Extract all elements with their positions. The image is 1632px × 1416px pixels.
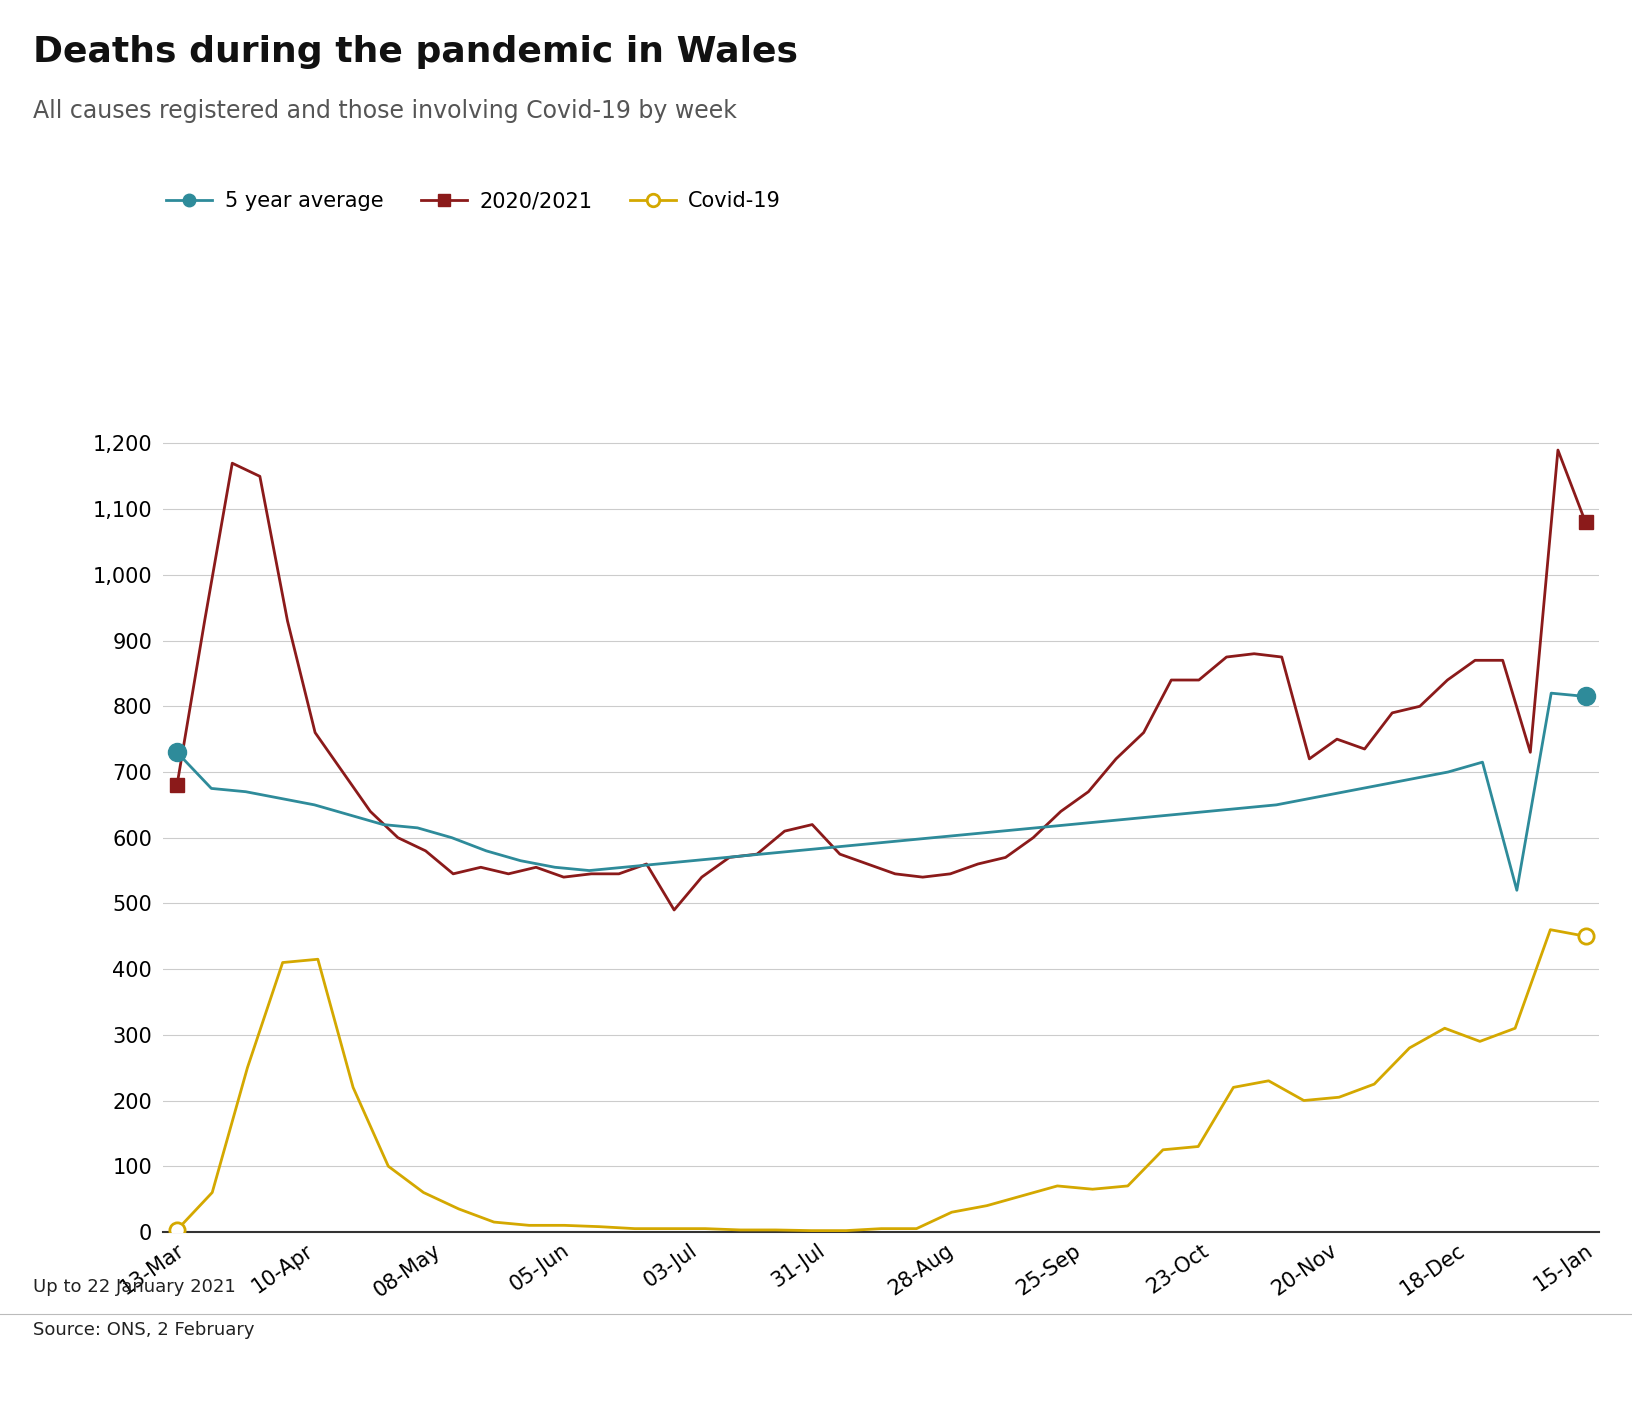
Text: BBC: BBC xyxy=(1521,1361,1563,1379)
Text: Up to 22 January 2021: Up to 22 January 2021 xyxy=(33,1277,235,1296)
Text: All causes registered and those involving Covid-19 by week: All causes registered and those involvin… xyxy=(33,99,736,123)
Text: Source: ONS, 2 February: Source: ONS, 2 February xyxy=(33,1321,255,1340)
Legend: 5 year average, 2020/2021, Covid-19: 5 year average, 2020/2021, Covid-19 xyxy=(166,191,782,211)
Text: Deaths during the pandemic in Wales: Deaths during the pandemic in Wales xyxy=(33,35,798,69)
